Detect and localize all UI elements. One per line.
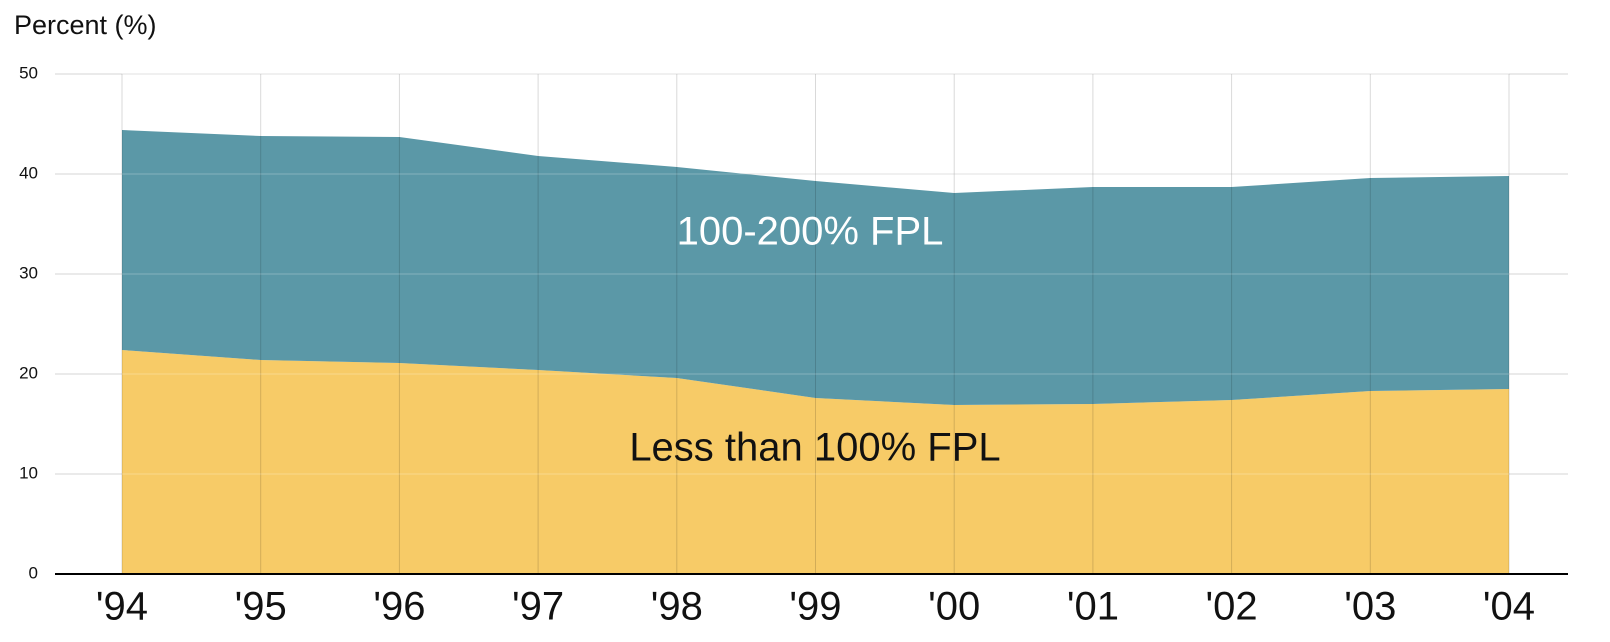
y-tick-label: 40 — [19, 163, 38, 182]
series-label: 100-200% FPL — [677, 210, 944, 254]
y-axis-label: Percent (%) — [14, 10, 157, 40]
x-tick-label: '99 — [789, 585, 841, 629]
x-tick-label: '96 — [373, 585, 425, 629]
y-tick-label: 30 — [19, 263, 38, 282]
x-tick-label: '94 — [96, 585, 148, 629]
y-tick-label: 0 — [29, 563, 38, 582]
y-tick-label: 20 — [19, 363, 38, 382]
area — [122, 350, 1509, 574]
x-tick-label: '97 — [512, 585, 564, 629]
y-tick-label: 50 — [19, 63, 38, 82]
x-tick-label: '04 — [1483, 585, 1535, 629]
series-label: Less than 100% FPL — [629, 426, 1000, 470]
x-tick-label: '00 — [928, 585, 980, 629]
x-tick-label: '98 — [651, 585, 703, 629]
y-tick-label: 10 — [19, 463, 38, 482]
x-tick-label: '01 — [1067, 585, 1119, 629]
x-tick-label: '02 — [1206, 585, 1258, 629]
area — [122, 130, 1509, 405]
x-tick-label: '95 — [235, 585, 287, 629]
x-tick-label: '03 — [1344, 585, 1396, 629]
